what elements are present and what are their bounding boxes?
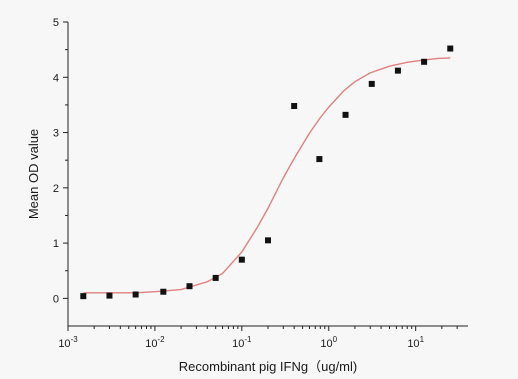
y-tick-label: 4	[53, 72, 59, 84]
data-point	[132, 291, 139, 298]
y-tick-label: 1	[53, 238, 59, 250]
data-series	[80, 45, 454, 300]
data-point	[291, 103, 298, 110]
x-axis-title: Recombinant pig IFNg（ug/ml)	[179, 359, 357, 374]
data-point	[80, 293, 87, 300]
data-point	[160, 288, 167, 295]
tick-marks: 0 1 2 3 4 5 10-3 10-2 10-1 100 101	[53, 17, 458, 350]
data-point	[265, 237, 271, 244]
data-point	[368, 80, 375, 87]
data-point	[238, 256, 245, 263]
data-point	[342, 111, 349, 118]
y-axis-title: Mean OD value	[26, 129, 41, 219]
data-point	[106, 292, 113, 299]
fit-curve	[83, 57, 451, 294]
y-tick-label: 2	[53, 183, 59, 195]
y-tick-label: 3	[53, 128, 59, 140]
x-tick-label: 100	[320, 335, 337, 350]
x-tick-label: 10-3	[58, 335, 78, 350]
data-point	[394, 67, 401, 74]
x-tick-label: 101	[407, 335, 424, 350]
data-point	[421, 58, 428, 65]
data-point	[447, 45, 454, 52]
data-point	[316, 156, 323, 163]
y-tick-label: 0	[53, 293, 59, 305]
data-point	[212, 274, 219, 281]
y-tick-label: 5	[53, 17, 59, 29]
x-tick-label: 10-1	[232, 335, 252, 350]
data-point	[186, 283, 193, 290]
x-tick-label: 10-2	[145, 335, 165, 350]
